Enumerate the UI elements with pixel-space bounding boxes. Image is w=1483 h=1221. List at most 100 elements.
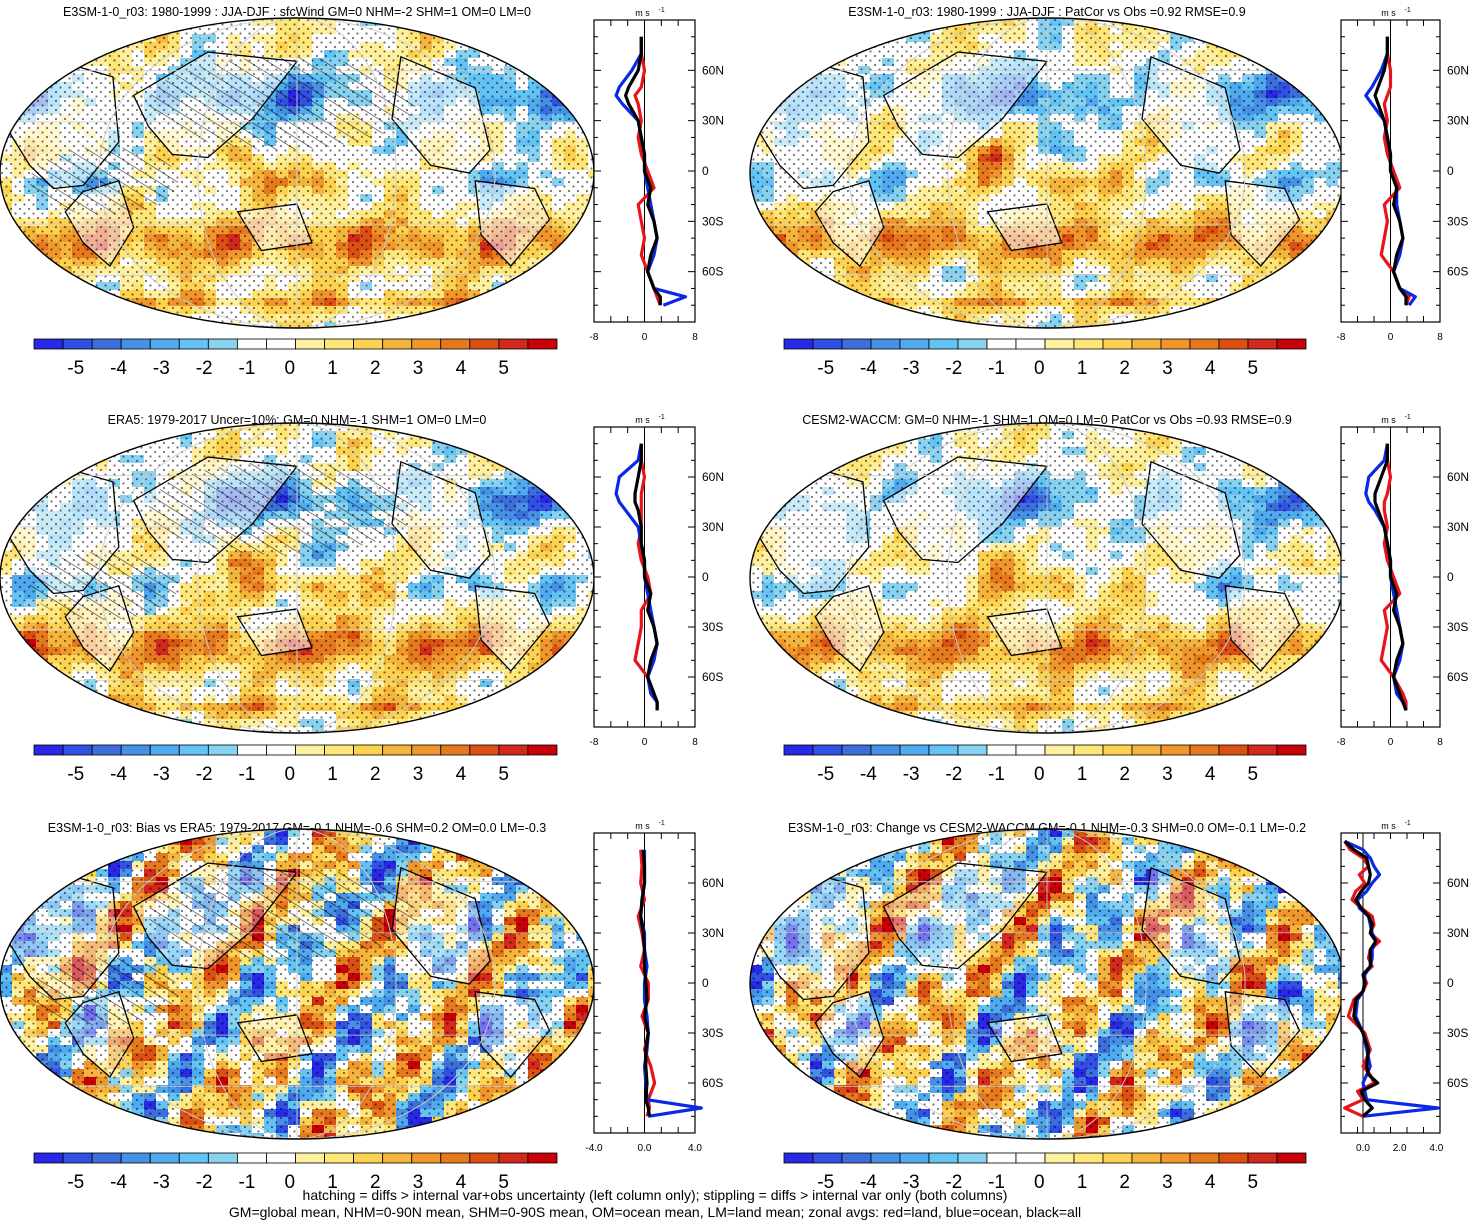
lat-tick-label: 60N	[1447, 470, 1469, 484]
colorbar-tick-label: 2	[1119, 764, 1130, 785]
colorbar-tick-label: 0	[284, 1172, 295, 1193]
colorbar-tick-label: -4	[860, 1172, 877, 1193]
hatching	[148, 461, 416, 555]
lat-tick-label: 60S	[702, 670, 723, 684]
colorbar-tick-label: 2	[370, 358, 381, 379]
zonal-series-line-3	[623, 36, 662, 306]
lat-tick-label: 30S	[1447, 1026, 1468, 1040]
lat-tick-label: 0	[1447, 164, 1454, 178]
colorbar-tick-label: -2	[196, 764, 213, 785]
zonal-series-line-3	[1343, 840, 1380, 1118]
colorbar-swatch	[353, 1152, 384, 1164]
colorbar-swatch	[1276, 1152, 1307, 1164]
zonal-panel-4: 60N 30N 0 30S 60S -8 0 8 m s -1	[1337, 414, 1469, 748]
colorbar-swatch	[33, 744, 64, 756]
colorbar-tick-label: 1	[327, 764, 338, 785]
colorbar-swatch	[1160, 1152, 1191, 1164]
colorbar-tick-label: -1	[238, 764, 255, 785]
colorbar-swatch	[120, 744, 151, 756]
gridline	[947, 829, 1147, 1139]
unit-label: m s	[1381, 8, 1396, 18]
colorbar-swatch	[1160, 338, 1191, 350]
zonal-panel-6: 60N 30N 0 30S 60S 0.0 2.0 4.0 m s -1	[1340, 820, 1469, 1154]
hatching	[29, 551, 179, 620]
colorbar-tick-label: 3	[413, 1172, 424, 1193]
colorbar-swatch	[1247, 1152, 1278, 1164]
colorbar-tick-label: -4	[860, 764, 877, 785]
lat-tick-label: 60N	[702, 876, 724, 890]
colorbar-tick-label: 1	[1077, 1172, 1088, 1193]
colorbar-swatch	[91, 338, 122, 350]
colorbar-swatch	[236, 744, 267, 756]
colorbar-swatch	[1247, 744, 1278, 756]
x-tick-label: 0.0	[638, 1143, 652, 1154]
colorbar-swatch	[957, 1152, 988, 1164]
colorbar-tick-label: 1	[1077, 764, 1088, 785]
colorbar-tick-label: -1	[988, 1172, 1005, 1193]
x-tick-label: 0	[1388, 332, 1394, 343]
colorbar-1: -5 -4 -3 -2 -1 0 1 2 3 4 5	[33, 338, 558, 379]
colorbar-swatch	[812, 338, 843, 350]
unit-label: m s	[1381, 821, 1396, 831]
zonal-series-line-3	[639, 849, 652, 1117]
colorbar-tick-label: 3	[1162, 764, 1173, 785]
colorbar-tick-label: -2	[945, 1172, 962, 1193]
gridline	[98, 829, 496, 1139]
colorbar-swatch	[33, 1152, 64, 1164]
colorbar-swatch	[870, 338, 901, 350]
zonal-panel-1: 60N 30N 0 30S 60S -8 0 8 m s -1	[590, 7, 724, 343]
colorbar-swatch	[382, 744, 413, 756]
colorbar-swatch	[1073, 1152, 1104, 1164]
lat-tick-label: 30N	[702, 520, 724, 534]
colorbar-swatch	[62, 338, 93, 350]
colorbar-tick-label: -4	[110, 764, 127, 785]
colorbar-swatch	[841, 338, 872, 350]
colorbar-swatch	[928, 744, 959, 756]
x-tick-label: -8	[1337, 332, 1346, 343]
colorbar-swatch	[1044, 338, 1075, 350]
colorbar-swatch	[783, 744, 814, 756]
colorbar-swatch	[1102, 744, 1133, 756]
colorbar-swatch	[382, 338, 413, 350]
colorbar-tick-label: 4	[456, 1172, 467, 1193]
lat-tick-label: 60N	[1447, 876, 1469, 890]
colorbar-swatch	[1131, 744, 1162, 756]
colorbar-swatch	[899, 744, 930, 756]
colorbar-tick-label: 4	[456, 764, 467, 785]
x-tick-label: -8	[590, 737, 599, 748]
colorbar-swatch	[324, 744, 355, 756]
x-tick-label: 8	[692, 737, 698, 748]
colorbar-tick-label: 4	[1205, 358, 1216, 379]
colorbar-swatch	[295, 338, 325, 350]
colorbar-tick-label: 5	[1248, 358, 1259, 379]
colorbar-swatch	[1044, 1152, 1075, 1164]
colorbar-tick-label: 4	[1205, 1172, 1216, 1193]
lat-tick-label: 30S	[702, 214, 723, 228]
unit-exponent: -1	[1405, 7, 1411, 14]
lat-tick-label: 60N	[1447, 63, 1469, 77]
colorbar-4: -5 -4 -3 -2 -1 0 1 2 3 4 5	[783, 744, 1307, 785]
colorbar-tick-label: 3	[413, 764, 424, 785]
colorbar-swatch	[33, 338, 64, 350]
panel-title-5: E3SM-1-0_r03: Bias vs ERA5: 1979-2017 GM…	[48, 821, 547, 835]
lat-tick-label: 60S	[1447, 265, 1468, 279]
colorbar-tick-label: 0	[284, 358, 295, 379]
colorbar-swatch	[527, 1152, 558, 1164]
lat-tick-label: 0	[1447, 570, 1454, 584]
lat-tick-label: 0	[702, 164, 709, 178]
map-panel-4	[749, 422, 1345, 734]
x-tick-label: 0	[1388, 737, 1394, 748]
colorbar-swatch	[1015, 338, 1046, 350]
colorbar-swatch	[1247, 338, 1278, 350]
colorbar-swatch	[440, 1152, 471, 1164]
hatching	[29, 957, 179, 1026]
panel-title-6: E3SM-1-0_r03: Change vs CESM2-WACCM GM=-…	[788, 821, 1306, 835]
colorbar-swatch	[469, 1152, 500, 1164]
colorbar-swatch	[1102, 1152, 1133, 1164]
colorbar-swatch	[812, 1152, 843, 1164]
colorbar-tick-label: 4	[456, 358, 467, 379]
colorbar-swatch	[120, 1152, 151, 1164]
colorbar-swatch	[353, 744, 384, 756]
colorbar-swatch	[1276, 338, 1307, 350]
